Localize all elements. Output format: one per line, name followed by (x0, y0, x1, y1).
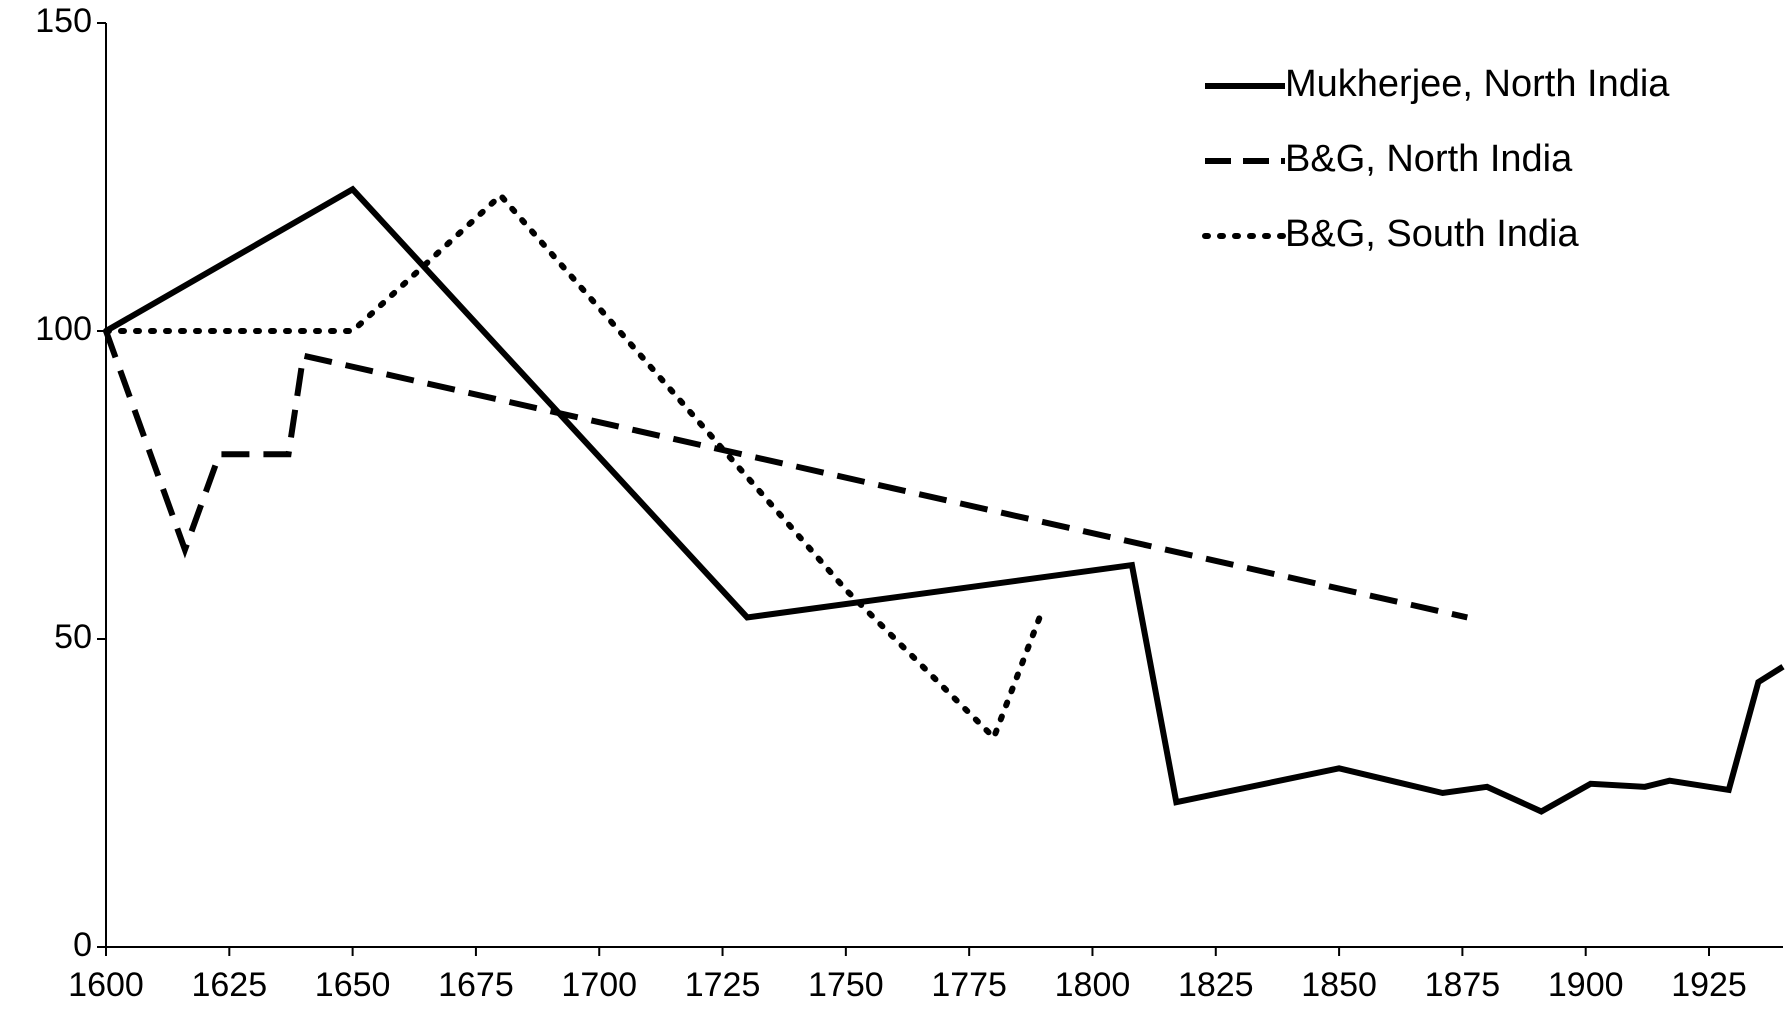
x-tick-label: 1675 (438, 966, 514, 1004)
y-tick-label: 150 (35, 2, 92, 40)
x-tick-label: 1750 (808, 966, 884, 1004)
series-line (104, 185, 1785, 815)
legend-label: B&G, North India (1285, 138, 1573, 180)
legend-label: Mukherjee, North India (1285, 63, 1670, 105)
x-tick-label: 1650 (315, 966, 391, 1004)
y-tick-label: 0 (73, 926, 92, 964)
x-tick-label: 1600 (68, 966, 144, 1004)
series-line (103, 329, 1468, 621)
x-tick-label: 1825 (1178, 966, 1254, 1004)
x-tick-label: 1900 (1548, 966, 1624, 1004)
series-line (103, 191, 1047, 743)
legend-label: B&G, South India (1285, 213, 1579, 255)
x-tick-label: 1850 (1301, 966, 1377, 1004)
x-tick-label: 1800 (1055, 966, 1131, 1004)
x-tick-label: 1775 (931, 966, 1007, 1004)
x-tick-label: 1725 (685, 966, 761, 1004)
y-tick-label: 100 (35, 310, 92, 348)
x-tick-label: 1875 (1425, 966, 1501, 1004)
x-tick-label: 1700 (561, 966, 637, 1004)
x-tick-label: 1925 (1671, 966, 1747, 1004)
x-tick-label: 1625 (191, 966, 267, 1004)
y-tick-label: 50 (54, 618, 92, 656)
